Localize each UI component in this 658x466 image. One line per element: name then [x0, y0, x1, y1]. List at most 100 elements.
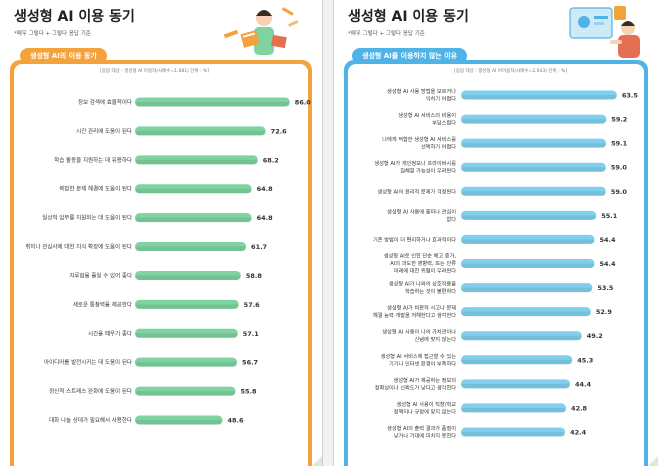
category-label: 시간을 때우기 좋다: [88, 329, 132, 337]
value-label: 48.6: [227, 417, 244, 425]
bar: [135, 242, 247, 252]
bar: [461, 186, 606, 196]
category-label: 취미나 관심사에 대한 지식 확장에 도움이 된다: [25, 243, 132, 251]
bar: [135, 213, 252, 223]
bar: [461, 114, 607, 124]
value-label: 64.8: [257, 214, 274, 222]
bar: [461, 90, 617, 100]
bar-shade: [461, 263, 595, 268]
category-label: 생성형 AI 서비스의 비용이 부담스럽다: [398, 111, 456, 127]
bar: [461, 403, 567, 413]
bar-shade: [461, 383, 570, 389]
bar: [135, 270, 241, 280]
category-label: 생성형 AI가 비판적 사고나 문제 해결 능력 개발을 저해한다고 생각한다: [373, 304, 456, 320]
value-label: 42.8: [571, 404, 588, 412]
computer-person-illustration-icon: [569, 6, 640, 58]
value-label: 49.2: [587, 332, 603, 340]
value-label: 61.7: [251, 243, 267, 251]
category-label: 시간 관리에 도움이 된다: [76, 127, 132, 135]
value-label: 59.1: [611, 140, 628, 148]
category-label: 새로운 통찰력을 제공한다: [73, 300, 132, 308]
left-subtitle-pill: 생성형 AI의 이용 동기: [20, 48, 107, 64]
left-panel: 생성형 AI 이용 동기 *매우 그렇다 + 그렇다 응답 기준 생성형 AI의…: [0, 0, 323, 466]
bar: [461, 283, 593, 293]
right-panel-title: 생성형 AI 이용 동기: [348, 9, 469, 25]
bar: [135, 184, 252, 194]
category-label: 생성형 AI 사용이 직장/학교 정책이나 규정에 맞지 않는다: [394, 400, 456, 416]
value-label: 59.0: [611, 188, 628, 196]
value-label: 57.1: [243, 330, 260, 338]
category-label: 생성형 AI의 윤리적 문제가 걱정된다: [378, 187, 457, 195]
left-basis-note: [응답 대상 : 생성형 AI 이용자(사례수=1,681) 단위 : %]: [100, 69, 209, 74]
category-label: 기존 방법이 더 편리하거나 효과적이다: [373, 235, 456, 243]
bar: [461, 379, 570, 389]
bar: [135, 357, 238, 367]
right-subtitle-pill: 생성형 AI를 이용하지 않는 이유: [352, 48, 468, 64]
category-label: 생성형 AI 서비스에 접근할 수 있는 기기나 인터넷 환경이 부족하다: [381, 352, 457, 368]
right-panel: 생성형 AI 이용 동기 *매우 그렇다 + 그렇다 응답 기준 생성형 AI를…: [333, 0, 658, 466]
bar: [135, 415, 223, 425]
reading-person-illustration-icon: [223, 7, 299, 55]
bar-shade: [461, 432, 566, 437]
value-label: 54.4: [600, 236, 617, 244]
bar-shade: [135, 420, 223, 425]
bar-shade: [461, 167, 606, 172]
bar-shade: [461, 143, 607, 148]
category-label: 복잡한 문제 해결에 도움이 된다: [59, 185, 132, 193]
value-label: 59.0: [611, 164, 628, 172]
bar: [135, 299, 239, 309]
bar: [461, 331, 582, 341]
value-label: 63.5: [622, 92, 639, 100]
left-chart: 정보 검색에 효율적이다 86.0 시간 관리에 도움이 된다 72.6 학습 활동을 …: [25, 97, 311, 425]
value-label: 64.8: [257, 185, 274, 193]
left-panel-title: 생성형 AI 이용 동기: [14, 9, 135, 25]
value-label: 55.1: [601, 212, 618, 220]
value-label: 56.7: [242, 359, 258, 367]
value-label: 44.4: [575, 380, 592, 388]
bar: [135, 126, 266, 136]
bar: [461, 259, 595, 268]
bar-shade: [461, 119, 607, 124]
bar: [461, 210, 597, 220]
bar-shade: [461, 191, 606, 196]
category-label: 일상적 업무를 지원하는 데 도움이 된다: [42, 214, 132, 222]
category-label: 아이디어를 발전시키는 데 도움이 된다: [44, 358, 132, 366]
category-label: 생성형 AI로 인한 단순 해고 증가, AI의 과도한 영향력, 또는 인류 미래…: [384, 252, 457, 275]
bar-shade: [135, 275, 241, 280]
category-label: 생성형 AI 사용에 흥미나 관심이 없다: [387, 207, 456, 223]
value-label: 57.6: [244, 301, 261, 309]
bar-shade: [461, 359, 573, 365]
bar-shade: [461, 335, 582, 341]
bar-shade: [135, 102, 290, 107]
value-label: 45.3: [577, 356, 593, 364]
category-label: 생성형 AI 사용이 나의 가치관이나 신념에 맞지 않는다: [382, 328, 456, 344]
right-chart: 생성형 AI 사용 방법을 모르거나 익히기 어렵다 63.5 생성형 AI 서비스의…: [373, 87, 639, 440]
bar-shade: [461, 311, 591, 317]
category-label: 나에게 적합한 생성형 AI 서비스를 선택하기 어렵다: [382, 135, 456, 151]
value-label: 52.9: [596, 308, 613, 316]
bar-shade: [135, 362, 238, 367]
bar-shade: [135, 333, 238, 338]
bar: [135, 386, 236, 396]
bar: [461, 234, 595, 244]
value-label: 72.6: [271, 127, 288, 135]
category-label: 생성형 AI가 제공하는 정보의 정확성이나 신뢰도가 낮다고 생각한다: [375, 376, 457, 392]
bar: [135, 155, 258, 165]
value-label: 53.5: [597, 284, 614, 292]
category-label: 생성형 AI가 나와의 상호작용을 학습하는 것이 불편하다: [389, 280, 457, 296]
bar-shade: [135, 217, 252, 223]
bar: [461, 355, 573, 365]
value-label: 68.2: [263, 156, 279, 164]
bar-shade: [135, 246, 247, 252]
bar-shade: [135, 159, 258, 165]
value-label: 55.8: [240, 388, 257, 396]
bar-shade: [461, 215, 597, 220]
category-label: 정신적 스트레스 완화에 도움이 된다: [49, 387, 132, 395]
category-label: 생성형 AI 사용 방법을 모르거나 익히기 어렵다: [387, 87, 456, 103]
right-panel-note: *매우 그렇다 + 그렇다 응답 기준: [348, 31, 425, 37]
bar: [461, 307, 591, 317]
category-label: 학습 활동을 지원하는 데 유용하다: [54, 156, 132, 164]
right-corner-fold-icon: [648, 456, 658, 466]
value-label: 54.4: [600, 260, 617, 268]
bar: [461, 138, 607, 148]
